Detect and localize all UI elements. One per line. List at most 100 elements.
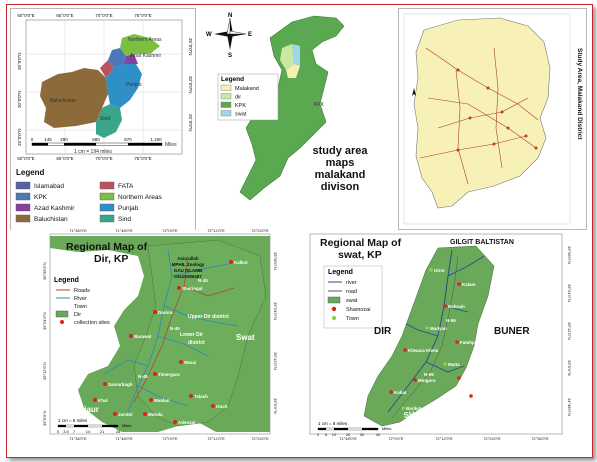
swat-map-title-line2: swat, KP xyxy=(338,249,382,261)
scale-tick: 10 xyxy=(332,432,337,437)
legend-item: KPK xyxy=(235,103,246,109)
lat-label-right: 35°0'0"N xyxy=(567,360,572,376)
lon-label-top: 75°0'0"E xyxy=(134,13,151,18)
bajaur-label: Bajaur xyxy=(74,405,99,414)
legend-swatch xyxy=(220,84,232,91)
town-label: Munda xyxy=(148,412,163,417)
northern-areas-region xyxy=(120,34,160,56)
study-area-panel: N S E W KPK Legend Malakand dir KPK swat st… xyxy=(206,13,368,201)
lon-label-top: 60°0'0"E xyxy=(17,13,34,18)
scale-tick: 145 xyxy=(44,137,52,142)
lat-label-left: 35°36'0"N xyxy=(42,262,47,280)
town-marker xyxy=(153,372,157,376)
label-baluchistan: Baluchistan xyxy=(50,98,76,104)
district-label: Lower Dir xyxy=(180,332,203,338)
town-marker xyxy=(389,390,393,394)
town-marker xyxy=(189,394,193,398)
swat-label: Swat xyxy=(236,333,255,342)
town-marker xyxy=(443,304,447,308)
author-info: 03419280487 xyxy=(174,274,202,279)
town-label: Khal xyxy=(98,398,108,403)
town-label: Charbagh xyxy=(462,376,483,381)
study-area-title-line: study area xyxy=(312,145,368,157)
lat-label-right: 35°0'0"N xyxy=(188,38,193,56)
scale-unit: Miles xyxy=(122,423,131,428)
lat-label-right: 35°12'0"N xyxy=(273,352,278,370)
legend-swatch xyxy=(99,181,115,190)
town-marker xyxy=(457,282,461,286)
legend-item: Malakand xyxy=(235,86,259,92)
dir-map-title-line1: Regional Map of xyxy=(66,241,148,253)
scale-tick: 7 xyxy=(73,429,76,434)
swat-district-shape xyxy=(363,245,495,427)
lat-label-right: 35°12'0"N xyxy=(567,322,572,340)
scale-bar xyxy=(31,142,163,146)
legend-title: Legend xyxy=(16,168,45,177)
town-marker xyxy=(177,286,181,290)
town-label: Barawal xyxy=(134,334,151,339)
town-label: Matta xyxy=(448,362,460,367)
lon-label-bottom: 71°36'0"E xyxy=(69,436,87,441)
lon-label-bottom: 72°36'0"E xyxy=(531,436,549,441)
dir-label: DIR xyxy=(374,326,392,337)
lat-label-left: 30°0'0"N xyxy=(17,90,22,108)
compass-n: N xyxy=(228,13,232,19)
lat-label-right: 35°36'0"N xyxy=(567,246,572,264)
malakand-area xyxy=(286,64,300,78)
dir-regional-map-panel: 71°36'0"E 71°48'0"E 72°0'0"E 72°12'0"E 72°24… xyxy=(42,228,278,441)
town-label: Utror xyxy=(434,268,445,273)
road-label: N-45 xyxy=(198,278,208,283)
town-label: Maidan xyxy=(154,398,170,403)
road-label: N-45 xyxy=(170,326,180,331)
scale-unit: Miles xyxy=(382,426,391,431)
scale-note: 1 cm = 8 miles xyxy=(318,421,348,426)
town-label: Sheringal xyxy=(182,286,203,291)
swat-regional-map-panel: 71°48'0"E 72°0'0"E 72°12'0"E 72°24'0"E 72°36… xyxy=(309,233,572,441)
town-label: Talash xyxy=(194,394,208,399)
legend-item: KPK xyxy=(34,194,48,201)
legend-item: Northern Areas xyxy=(118,194,162,201)
town-marker xyxy=(211,404,215,408)
legend-item: Sind xyxy=(118,216,131,223)
lon-label-bottom: 75°0'0"E xyxy=(134,156,151,161)
legend-swatch xyxy=(15,214,31,223)
lon-label-bottom: 72°12'0"E xyxy=(435,436,453,441)
dir-area xyxy=(280,44,294,70)
gilgit-baltistan-label: GILGIT BALTISTAN xyxy=(450,239,514,246)
legend-title: Legend xyxy=(221,76,244,83)
label-sind: Sind xyxy=(100,116,110,122)
town-label: Khwaza Khela xyxy=(408,348,439,353)
legend-dot xyxy=(60,320,64,324)
lon-label-bottom: 72°24'0"E xyxy=(251,436,269,441)
district-label: Upper Dir district xyxy=(188,314,229,320)
scale-note: 1 cm = 8 miles xyxy=(58,418,88,423)
scale-tick: 5 xyxy=(325,432,328,437)
lon-label-bottom: 70°0'0"E xyxy=(95,156,112,161)
swat-area xyxy=(292,44,300,66)
legend-title: Legend xyxy=(54,277,79,284)
lat-label-right: 34°48'0"N xyxy=(567,398,572,416)
scale-tick: 40 xyxy=(376,432,381,437)
legend-item: Dir xyxy=(74,312,81,318)
town-marker xyxy=(425,326,429,330)
legend-item: Azad Kashmir xyxy=(34,205,75,212)
pakistan-map-panel: 60°0'0"E 65°0'0"E 70°0'0"E 75°0'0"E 60°0'0"… xyxy=(10,8,196,230)
town-label: Kabal xyxy=(394,390,406,395)
malakand-district-shape xyxy=(413,17,551,209)
compass-rose-icon: N S E W xyxy=(206,13,252,59)
town-label: Bahrain xyxy=(448,304,465,309)
town-marker xyxy=(455,340,459,344)
label-punjab: Punjab xyxy=(126,82,142,88)
town-marker xyxy=(153,310,157,314)
scale-tick: 0 xyxy=(31,137,34,142)
legend-swatch xyxy=(15,181,31,190)
kpk-map-label: KPK xyxy=(314,102,325,108)
scale-tick: 290 xyxy=(60,137,68,142)
legend-swatch xyxy=(15,203,31,212)
town-marker xyxy=(403,348,407,352)
lon-label-bottom: 72°0'0"E xyxy=(162,436,178,441)
dir-outer-highland xyxy=(133,239,267,427)
town-marker xyxy=(93,398,97,402)
town-label: Darora xyxy=(158,310,173,315)
scale-tick: 21 xyxy=(100,429,105,434)
